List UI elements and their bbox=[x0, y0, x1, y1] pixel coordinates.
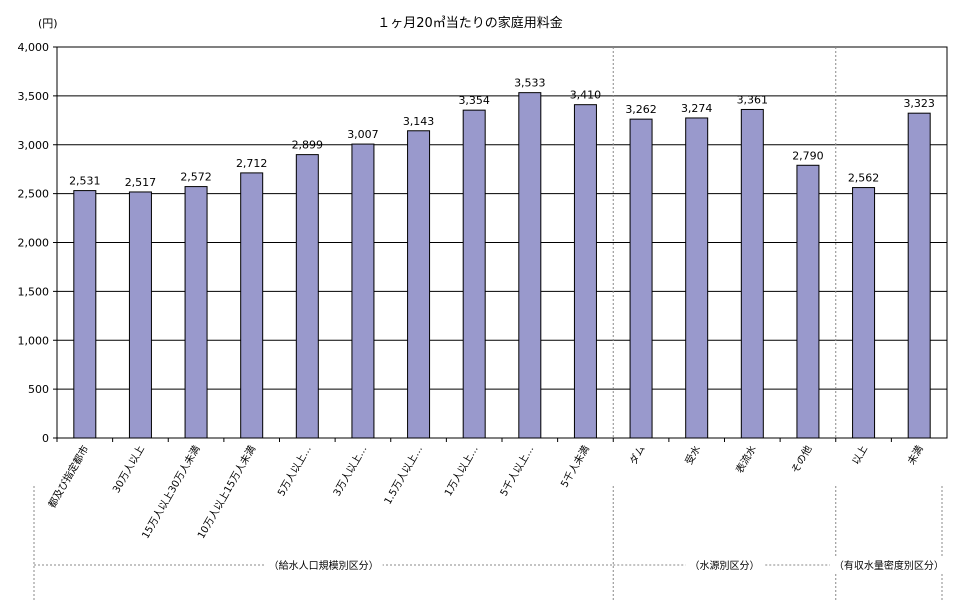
x-tick-label: 5千人未満 bbox=[558, 444, 592, 490]
x-tick-label: 受水 bbox=[683, 444, 703, 467]
bar bbox=[685, 117, 709, 439]
data-label: 3,354 bbox=[458, 94, 490, 107]
data-label: 3,361 bbox=[737, 93, 769, 106]
y-tick-label: 0 bbox=[42, 432, 49, 445]
group-label-bg bbox=[264, 557, 383, 573]
y-tick-label: 2,500 bbox=[18, 188, 50, 201]
data-label: 2,562 bbox=[848, 172, 880, 185]
group-label-bg bbox=[829, 557, 948, 573]
data-label: 2,790 bbox=[792, 149, 824, 162]
bar bbox=[852, 187, 876, 439]
bar bbox=[184, 186, 208, 439]
y-tick-label: 4,000 bbox=[18, 41, 50, 54]
x-tick-label: 1万人以上… bbox=[442, 444, 481, 499]
bar bbox=[629, 118, 653, 439]
bar bbox=[295, 154, 319, 439]
data-label: 3,143 bbox=[403, 115, 435, 128]
data-label: 3,262 bbox=[625, 103, 657, 116]
x-tick-label: その他 bbox=[788, 443, 814, 475]
x-tick-label: 30万人以上 bbox=[110, 444, 147, 496]
chart-title: １ヶ月20㎥当たりの家庭用料金 bbox=[377, 15, 563, 31]
bar bbox=[407, 130, 431, 439]
group-label: （給水人口規模別区分） bbox=[269, 559, 379, 572]
data-label: 2,531 bbox=[69, 175, 101, 188]
group-label: （有収水量密度別区分） bbox=[834, 559, 944, 572]
data-label: 3,410 bbox=[570, 89, 602, 102]
bars: 2,531 2,517 2,572 2,712 2,899 3,007 3,143 3,354… bbox=[69, 77, 935, 439]
data-label: 2,712 bbox=[236, 157, 268, 170]
data-label: 3,323 bbox=[903, 97, 935, 110]
y-tick-label: 3,500 bbox=[18, 90, 50, 103]
bar bbox=[128, 191, 152, 439]
bar bbox=[573, 104, 597, 439]
y-tick-label: 1,000 bbox=[18, 334, 50, 347]
bar bbox=[796, 164, 820, 439]
group-labels: （給水人口規模別区分） （水源別区分） （有収水量密度別区分） bbox=[264, 557, 948, 573]
y-tick-label: 3,000 bbox=[18, 139, 50, 152]
x-tick-label: 10万人以上15万人未満 bbox=[195, 444, 258, 541]
data-label: 3,007 bbox=[347, 128, 379, 141]
y-tick-label: 500 bbox=[28, 383, 49, 396]
bar bbox=[518, 92, 542, 439]
x-tick-label: 都及び指定都市 bbox=[45, 443, 91, 510]
x-tick-label: 3万人以上… bbox=[331, 444, 370, 499]
plot-area bbox=[56, 46, 948, 439]
bar bbox=[907, 112, 931, 439]
data-label: 2,899 bbox=[292, 139, 324, 152]
x-tick-label: ダム bbox=[626, 443, 647, 467]
data-label: 3,274 bbox=[681, 102, 713, 115]
x-tick-label: 未満 bbox=[905, 444, 925, 467]
group-label-bg bbox=[685, 557, 764, 573]
bar bbox=[462, 109, 486, 439]
data-label: 2,572 bbox=[180, 171, 212, 184]
x-tick-label: 5千人以上… bbox=[498, 444, 537, 499]
x-tick-label: 以上 bbox=[850, 444, 870, 467]
data-label: 3,533 bbox=[514, 77, 546, 90]
bar bbox=[240, 172, 264, 439]
x-tick-label: 5万人以上… bbox=[275, 444, 314, 499]
x-tick-label: 1.5万人以上… bbox=[382, 444, 425, 507]
y-axis-unit: (円) bbox=[38, 17, 58, 30]
group-label: （水源別区分） bbox=[690, 559, 760, 572]
bar bbox=[740, 108, 764, 439]
y-tick-labels: 0 500 1,000 1,500 2,000 2,500 3,000 3,500 4,000 bbox=[18, 41, 50, 445]
bar bbox=[73, 190, 97, 439]
y-tick-label: 2,000 bbox=[18, 237, 50, 250]
x-tick-label: 表流水 bbox=[733, 443, 759, 475]
bar bbox=[351, 143, 375, 439]
y-tick-label: 1,500 bbox=[18, 285, 50, 298]
data-label: 2,517 bbox=[125, 176, 157, 189]
x-tick-label: 15万人以上30万人未満 bbox=[140, 444, 203, 541]
